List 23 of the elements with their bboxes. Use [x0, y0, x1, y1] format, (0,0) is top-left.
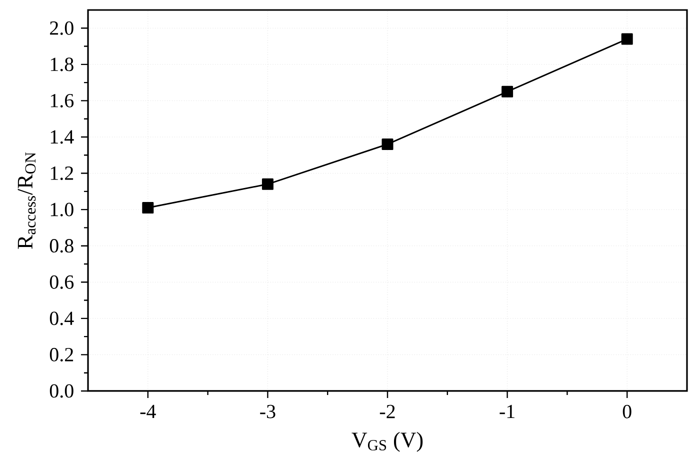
- y-tick-label: 0.4: [50, 312, 74, 326]
- x-tick-label: 0: [622, 404, 632, 418]
- x-axis-title: V$_{GS}$ (V): [352, 432, 423, 452]
- y-tick-label: 0.2: [50, 348, 74, 362]
- x-tick-label: -4: [140, 404, 156, 418]
- x-tick-label: -3: [260, 404, 276, 418]
- y-tick-label: 0.8: [50, 239, 74, 253]
- y-tick-label: 0.0: [50, 384, 74, 398]
- point: [262, 178, 274, 190]
- y-tick-label: 1.2: [50, 166, 74, 180]
- point: [382, 138, 394, 150]
- y-tick-label: 2.0: [50, 21, 74, 35]
- y-axis-title: R$_{access}$/R$_{ON}$: [18, 152, 36, 249]
- y-tick-label: 1.6: [50, 94, 74, 108]
- point: [502, 86, 514, 98]
- y-tick-label: 1.0: [50, 202, 74, 216]
- point: [142, 202, 154, 214]
- x-tick-label: -1: [500, 404, 514, 418]
- y-tick-label: 1.4: [50, 130, 74, 144]
- point: [621, 33, 633, 45]
- y-tick-label: 0.6: [50, 275, 74, 289]
- y-tick-label: 1.8: [50, 58, 74, 72]
- x-tick-label: -2: [380, 404, 395, 418]
